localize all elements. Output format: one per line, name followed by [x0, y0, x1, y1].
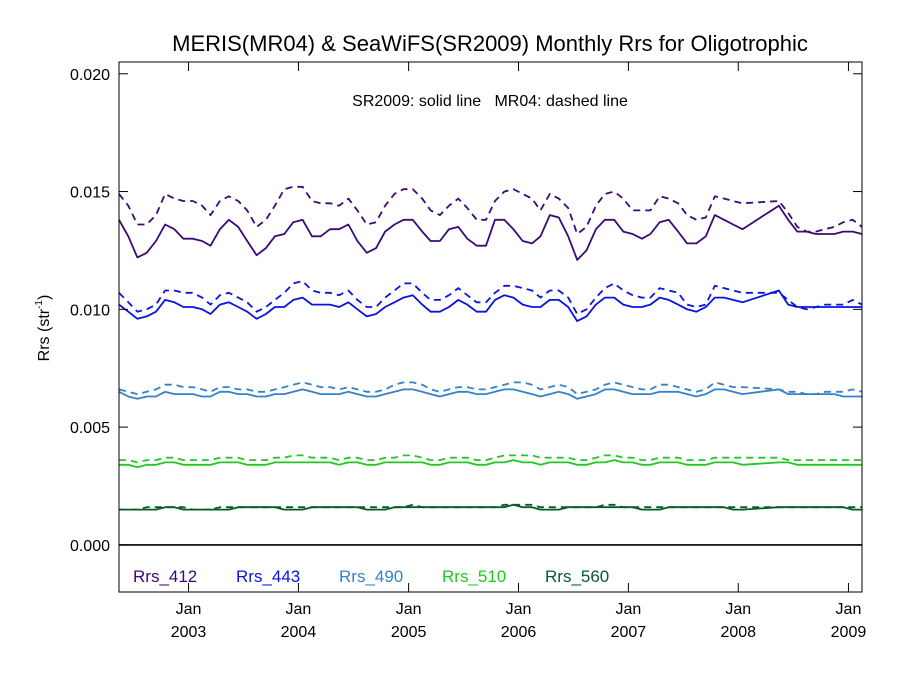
legend-item-rrs-412: Rrs_412 — [133, 567, 197, 586]
x-tick-month-label: Jan — [725, 601, 751, 618]
legend-item-rrs-560: Rrs_560 — [545, 567, 609, 586]
x-tick-month-label: Jan — [836, 601, 862, 618]
x-tick-month-label: Jan — [506, 601, 532, 618]
tick-layer: 0.000 0.005 0.010 0.015 0.020 Jan 2003 Jan 2004 J… — [70, 62, 866, 641]
series-line-rrs-560-dashed — [119, 503, 862, 511]
y-tick-label: 0.015 — [70, 185, 110, 202]
x-tick-month-label: Jan — [286, 601, 312, 618]
x-tick-year-label: 2007 — [611, 624, 647, 641]
line-style-note: SR2009: solid line MR04: dashed line — [352, 93, 628, 110]
y-axis-label-sup: -1 — [34, 300, 45, 309]
y-tick-label: 0.010 — [70, 302, 110, 319]
x-tick-year-label: 2004 — [281, 624, 317, 641]
y-axis-label: Rrs (str-1) — [34, 295, 53, 362]
x-tick-month-label: Jan — [176, 601, 202, 618]
y-tick-label: 0.020 — [70, 67, 110, 84]
series-layer — [118, 185, 863, 511]
plot-frame — [118, 61, 863, 593]
x-tick-month-label: Jan — [615, 601, 641, 618]
series-line-rrs-412-solid — [118, 204, 863, 261]
x-tick-year-label: 2008 — [720, 624, 756, 641]
plot-area: 0.000 0.005 0.010 0.015 0.020 Jan 2003 Jan 2004 J… — [70, 61, 866, 641]
series-line-rrs-490-dashed — [118, 381, 863, 396]
chart-title: MERIS(MR04) & SeaWiFS(SR2009) Monthly Rr… — [172, 31, 808, 56]
legend-item-rrs-490: Rrs_490 — [339, 567, 403, 586]
legend-item-rrs-443: Rrs_443 — [236, 567, 300, 586]
series-line-rrs-510-dashed — [119, 454, 862, 464]
series-line-rrs-510-solid — [119, 459, 862, 469]
x-tick-year-label: 2003 — [171, 624, 207, 641]
y-axis-label-main: Rrs (str — [36, 308, 53, 361]
x-tick-year-label: 2006 — [501, 624, 537, 641]
series-line-rrs-443-dashed — [118, 280, 863, 315]
series-line-rrs-443-solid — [118, 289, 862, 323]
y-tick-label: 0.005 — [70, 420, 110, 437]
y-axis-label-end: ) — [36, 295, 53, 300]
x-tick-year-label: 2005 — [391, 624, 427, 641]
x-tick-year-label: 2009 — [831, 624, 867, 641]
legend: Rrs_412 Rrs_443 Rrs_490 Rrs_510 Rrs_560 — [133, 567, 609, 586]
y-tick-label: 0.000 — [70, 538, 110, 555]
legend-item-rrs-510: Rrs_510 — [442, 567, 506, 586]
series-line-rrs-412-dashed — [118, 185, 863, 235]
x-tick-month-label: Jan — [396, 601, 422, 618]
series-line-rrs-490-solid — [118, 388, 862, 400]
